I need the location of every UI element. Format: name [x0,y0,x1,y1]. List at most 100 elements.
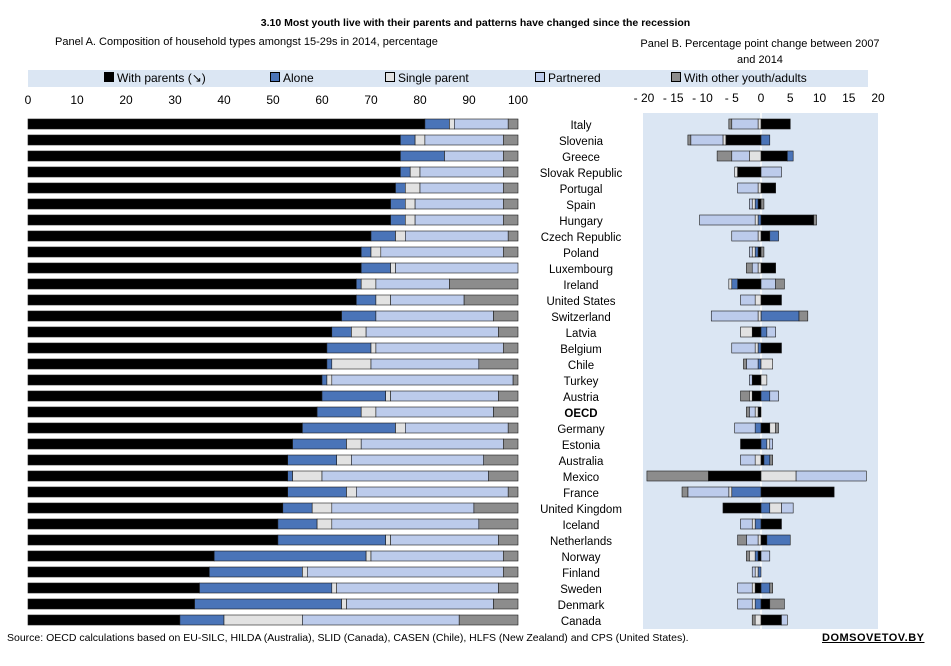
panel-b-bar-australia-parents [760,454,765,466]
panel-b-bar-poland-single_parent [751,246,756,258]
panel-a-bar-estonia-parents [27,438,293,450]
panel-a-x-tick-label: 20 [119,93,133,107]
panel-a-bar-oecd-partnered [375,406,494,418]
panel-b-bar-luxembourg-parents [760,262,776,274]
country-label-slovenia: Slovenia [559,136,604,148]
panel-b-x-tick-label: - 5 [725,91,739,105]
panel-b-bar-finland-partnered [751,566,756,578]
country-label-switzerland: Switzerland [551,312,610,324]
panel-a-bar-australia-partnered [351,454,484,466]
panel-b-bar-sweden-partnered [737,582,753,594]
panel-a-row-united-states [27,294,519,306]
panel-b-bar-denmark-partnered [737,598,753,610]
panel-b-x-tick-label: 15 [842,91,856,105]
panel-b-bar-turkey-partnered [748,374,753,386]
panel-a-bar-switzerland-alone [341,310,377,322]
panel-a-bar-iceland-partnered [331,518,480,530]
panel-b-bar-italy-partnered [731,118,759,130]
panel-b-bar-greece-parents [760,150,788,162]
panel-b-bar-czech-republic-alone [769,230,779,242]
panel-a-bar-spain-alone [390,198,406,210]
panel-a-chart: 0 10 20 30 40 50 60 70 80 90 100 [25,93,528,626]
panel-b-bar-australia-alone [763,454,771,466]
panel-b-row-united-states [740,294,782,306]
panel-a-x-tick-label: 60 [315,93,329,107]
panel-b-bar-ireland-parents [737,278,762,290]
panel-a-bar-mexico-other [488,470,519,482]
panel-a-bar-slovenia-single_parent [414,134,426,146]
panel-b-bar-france-single_parent [728,486,733,498]
panel-a-bar-slovak-republic-other [502,166,519,178]
panel-a-row-turkey [27,374,519,386]
panel-a-row-greece [27,150,519,162]
legend-label-alone: Alone [283,71,314,85]
panel-a-bar-united-kingdom-parents [27,502,284,514]
panel-a-bar-ireland-single_parent [360,278,377,290]
panel-b-bar-turkey-parents [751,374,762,386]
panel-b-bar-denmark-other [769,598,785,610]
panel-b-bar-czech-republic-single_parent [757,230,762,242]
panel-a-bar-portugal-partnered [419,182,504,194]
panel-a-bar-austria-single_parent [385,390,391,402]
panel-b-row-italy [728,118,791,130]
panel-a-bar-finland-alone [209,566,303,578]
panel-b-bar-slovenia-single_parent [722,134,727,146]
panel-a-bar-latvia-alone [331,326,352,338]
panel-a-bar-belgium-partnered [375,342,504,354]
panel-a-row-hungary [27,214,519,226]
panel-a-bar-italy-single_parent [449,118,455,130]
panel-a-bar-iceland-parents [27,518,279,530]
panel-a-bar-poland-partnered [380,246,504,258]
panel-a-bar-estonia-partnered [360,438,504,450]
panel-a-bar-poland-single_parent [370,246,382,258]
panel-a-bar-australia-alone [287,454,338,466]
panel-a-bar-slovak-republic-partnered [419,166,504,178]
panel-b-bar-switzerland-other [798,310,809,322]
panel-b-bar-france-parents [760,486,835,498]
panel-a-bar-norway-alone [213,550,367,562]
panel-b-bar-mexico-parents [708,470,762,482]
country-label-canada: Canada [561,616,602,628]
panel-a-bar-australia-parents [27,454,289,466]
country-label-latvia: Latvia [566,328,597,340]
panel-a-bar-czech-republic-partnered [404,230,509,242]
panel-a-bar-iceland-alone [277,518,318,530]
panel-b-bar-portugal-parents [760,182,776,194]
panel-a-bar-italy-alone [424,118,450,130]
panel-a-row-slovenia [27,134,519,146]
panel-b-row-portugal [737,182,776,194]
panel-a-x-tick-label: 80 [413,93,427,107]
panel-a-bar-belgium-alone [326,342,372,354]
panel-b-row-australia [740,454,774,466]
panel-a-bar-hungary-partnered [414,214,504,226]
panel-a-bar-slovenia-other [502,134,519,146]
panel-b-row-germany [734,422,779,434]
panel-a-bar-germany-single_parent [395,422,406,434]
panel-a-bar-ireland-parents [27,278,357,290]
panel-b-bar-norway-parents [757,550,762,562]
panel-a-bar-australia-other [483,454,519,466]
legend-item-alone: Alone [270,70,314,87]
panel-b-bar-spain-alone [754,198,759,210]
country-label-ireland: Ireland [563,280,598,292]
panel-a-bar-united-kingdom-partnered [331,502,475,514]
panel-a-bar-luxembourg-partnered [395,262,519,274]
panel-b-bar-sweden-single_parent [751,582,756,594]
panel-a-bar-netherlands-partnered [390,534,499,546]
country-label-france: France [563,488,599,500]
panel-b-row-oecd [746,406,762,418]
panel-b-bar-poland-parents [757,246,762,258]
legend-swatch-other [671,72,681,82]
panel-b-bar-hungary-parents [760,214,814,226]
country-label-finland: Finland [562,568,600,580]
panel-b-bar-italy-other [728,118,733,130]
panel-b-bar-netherlands-parents [760,534,768,546]
country-label-united-states: United States [546,296,615,308]
panel-a-bar-ireland-other [449,278,519,290]
panel-a-bar-belgium-other [502,342,519,354]
panel-a-bar-italy-other [507,118,519,130]
panel-a-row-oecd [27,406,519,418]
panel-b-bar-greece-alone [787,150,794,162]
panel-a-row-italy [27,118,519,130]
panel-a-bar-finland-parents [27,566,210,578]
